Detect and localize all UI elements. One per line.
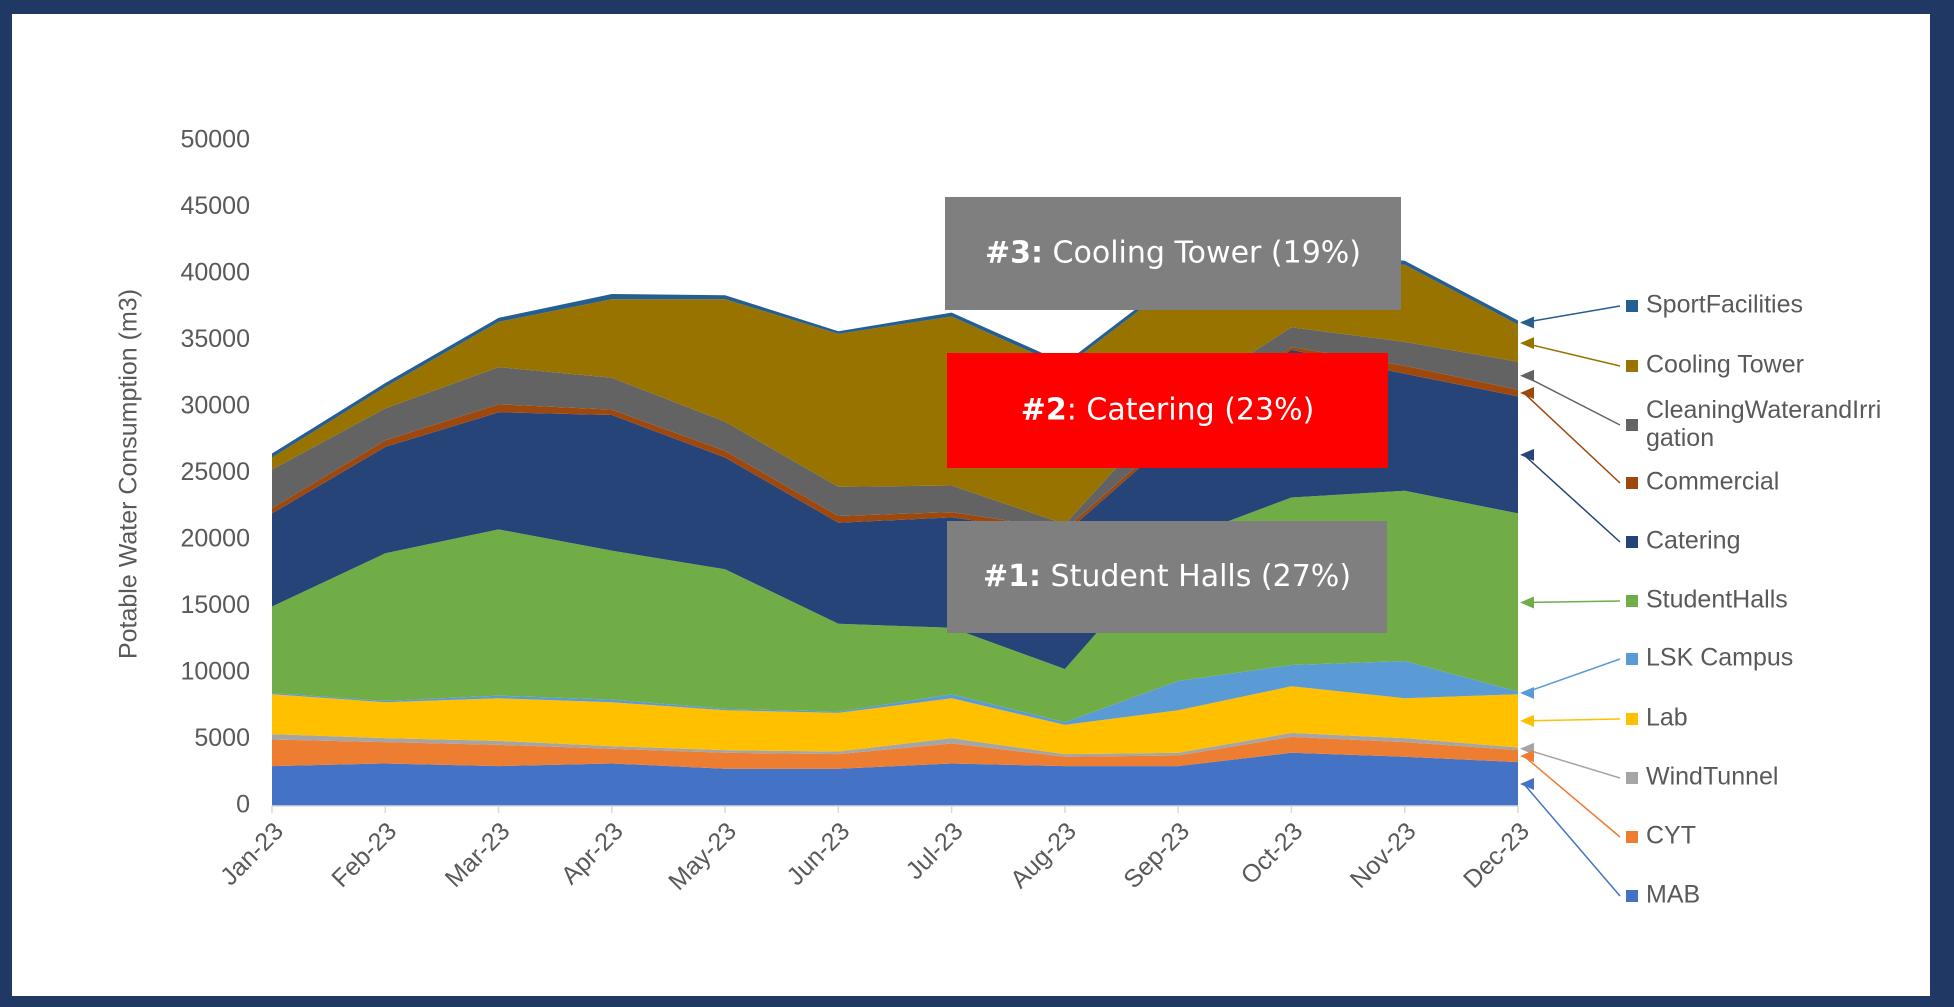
arrow-head <box>1520 369 1534 382</box>
legend-arrow <box>1523 392 1621 484</box>
y-tick-label: 0 <box>236 791 250 819</box>
area <box>272 686 1518 755</box>
arrow-head <box>1520 686 1534 699</box>
arrow-head <box>1520 778 1534 791</box>
area <box>272 347 1518 534</box>
legend-arrow <box>1523 755 1621 838</box>
y-tick-label: 50000 <box>180 126 250 154</box>
y-tick-label: 30000 <box>180 392 250 420</box>
legend-label: WindTunnel <box>1646 763 1778 791</box>
arrow-head <box>1520 714 1534 727</box>
y-tick-label: 40000 <box>180 259 250 287</box>
legend-swatch <box>1626 360 1638 372</box>
legend-swatch <box>1626 772 1638 784</box>
y-tick-label: 25000 <box>180 458 250 486</box>
legend-arrow <box>1523 342 1621 367</box>
annotation-text: : Catering (23%) <box>1067 392 1315 427</box>
legend-swatch <box>1626 653 1638 665</box>
arrow-head <box>1520 316 1534 329</box>
legend-swatch <box>1626 831 1638 843</box>
y-tick-label: 15000 <box>180 591 250 619</box>
y-tick-label: 35000 <box>180 325 250 353</box>
arrow-head <box>1520 337 1534 350</box>
annotation: #3: Cooling Tower (19%) <box>985 235 1361 270</box>
legend-label: SportFacilities <box>1646 291 1803 319</box>
annotation-prefix: #3: <box>985 235 1043 270</box>
y-tick-label: 10000 <box>180 658 250 686</box>
annotation-box <box>945 197 1401 310</box>
legend-label: LSK Campus <box>1646 644 1793 672</box>
area <box>272 661 1518 725</box>
legend-arrow <box>1523 748 1621 779</box>
y-axis-label: Potable Water Consumption (m3) <box>115 289 143 659</box>
area <box>272 327 1518 530</box>
legend-swatch <box>1626 419 1638 431</box>
area <box>272 732 1518 757</box>
legend-label: StudentHalls <box>1646 586 1788 614</box>
area <box>272 250 1518 458</box>
legend-swatch <box>1626 300 1638 312</box>
annotation-text: Student Halls (27%) <box>1041 559 1351 594</box>
legend-swatch <box>1626 477 1638 489</box>
legend-label: CleaningWaterandIrri gation <box>1646 396 1881 452</box>
legend-swatch <box>1626 890 1638 902</box>
legend-label: Commercial <box>1646 468 1779 496</box>
legend-arrow <box>1523 658 1621 694</box>
legend-arrow <box>1523 783 1621 897</box>
arrow-head <box>1520 750 1534 763</box>
legend-swatch <box>1626 713 1638 725</box>
legend-arrow <box>1523 454 1621 543</box>
arrow-head <box>1520 387 1534 400</box>
legend-arrow <box>1523 305 1621 324</box>
area <box>272 254 1518 525</box>
annotation-box <box>947 521 1387 633</box>
y-tick-label: 45000 <box>180 192 250 220</box>
y-tick-label: 20000 <box>180 525 250 553</box>
area <box>272 736 1518 769</box>
annotation: #2: Catering (23%) <box>1021 392 1315 427</box>
annotation-prefix: #1: <box>983 559 1041 594</box>
area <box>272 752 1518 806</box>
annotation-box <box>947 353 1388 468</box>
legend-arrow <box>1523 718 1621 722</box>
legend-label: Cooling Tower <box>1646 351 1804 379</box>
legend-arrow <box>1523 375 1621 426</box>
legend-label-line: gation <box>1646 424 1714 452</box>
legend-swatch <box>1626 536 1638 548</box>
arrow-head <box>1520 448 1534 461</box>
legend-label: Lab <box>1646 704 1688 732</box>
annotation: #1: Student Halls (27%) <box>983 559 1351 594</box>
annotation-prefix: #2 <box>1021 392 1067 427</box>
legend-swatch <box>1626 595 1638 607</box>
legend-label-line: CleaningWaterandIrri <box>1646 396 1881 424</box>
legend-label: Catering <box>1646 527 1741 555</box>
legend-label: CYT <box>1646 822 1696 850</box>
legend-label: MAB <box>1646 881 1700 909</box>
legend-arrow <box>1523 600 1621 604</box>
y-tick-label: 5000 <box>194 724 250 752</box>
annotation-text: Cooling Tower (19%) <box>1043 235 1361 270</box>
arrow-head <box>1520 596 1534 609</box>
